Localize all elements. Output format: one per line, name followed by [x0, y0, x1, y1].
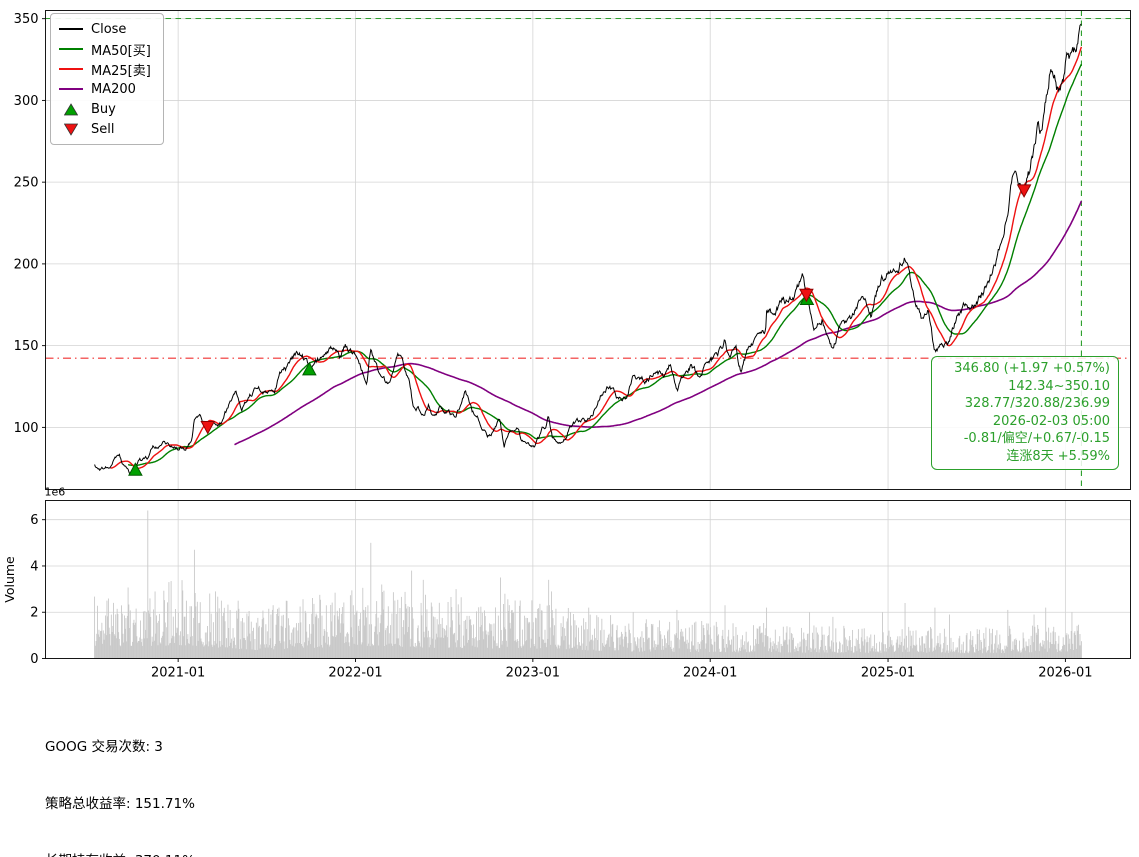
- legend-label-ma200: MA200: [91, 81, 136, 97]
- svg-text:300: 300: [14, 94, 39, 109]
- summary-trade-count: GOOG 交易次数: 3: [45, 739, 163, 755]
- annotation-line-6: 连涨8天 +5.59%: [1006, 448, 1110, 464]
- legend-item-close: Close: [59, 19, 151, 39]
- sell-marker: [200, 421, 216, 435]
- volume-axis-title: Volume: [2, 556, 17, 603]
- annotation-line-5: -0.81/偏空/+0.67/-0.15: [963, 431, 1110, 447]
- close-line-swatch: [59, 27, 83, 31]
- svg-text:150: 150: [14, 339, 39, 354]
- ma200-line: [234, 200, 1083, 446]
- svg-text:2023-01: 2023-01: [506, 666, 560, 681]
- volume-axes-frame: [45, 500, 1131, 659]
- legend-label-ma50: MA50[买]: [91, 43, 151, 59]
- legend-item-sell: Sell: [59, 119, 151, 139]
- svg-text:6: 6: [30, 513, 38, 528]
- gridlines: [45, 10, 1131, 659]
- legend-label-ma25: MA25[卖]: [91, 63, 151, 79]
- summary-strategy-return: 策略总收益率: 151.71%: [45, 796, 195, 812]
- buy-triangle-icon: [59, 102, 83, 116]
- legend-item-ma200: MA200: [59, 79, 151, 99]
- annotation-line-3: 328.77/320.88/236.99: [964, 396, 1110, 412]
- svg-text:4: 4: [30, 559, 38, 574]
- ma25-line-swatch: [59, 67, 83, 71]
- volume-scale-offset: 1e6: [45, 486, 66, 499]
- legend-label-sell: Sell: [91, 121, 115, 137]
- summary-buyhold-return: 长期持有收益: 370.11%: [45, 852, 545, 857]
- svg-text:250: 250: [14, 176, 39, 191]
- chart-canvas: 100 150 200 250 300 350 0 2 4 6 2021-01 2022-01 2023…: [2, 10, 1131, 681]
- buy-marker: [128, 462, 143, 476]
- annotation-line-1: 346.80 (+1.97 +0.57%): [954, 361, 1110, 376]
- legend-item-ma50: MA50[买]: [59, 39, 151, 59]
- svg-text:200: 200: [14, 257, 39, 272]
- legend-item-ma25: MA25[卖]: [59, 59, 151, 79]
- svg-text:2024-01: 2024-01: [683, 666, 737, 681]
- ma50-line-swatch: [59, 47, 83, 51]
- svg-text:350: 350: [14, 12, 39, 27]
- buy-marker: [302, 361, 317, 376]
- annotation-line-2: 142.34~350.10: [1008, 378, 1110, 394]
- svg-text:2: 2: [30, 606, 38, 621]
- svg-text:2021-01: 2021-01: [151, 666, 205, 681]
- ma200-line-swatch: [59, 87, 83, 91]
- svg-text:2026-01: 2026-01: [1038, 666, 1092, 681]
- price-volume-chart: 100 150 200 250 300 350 0 2 4 6 2021-01 2022-01 2023…: [2, 10, 1131, 681]
- svg-text:0: 0: [30, 652, 38, 667]
- trade-markers: [128, 184, 1032, 476]
- strategy-summary: GOOG 交易次数: 3 策略总收益率: 151.71% 长期持有收益: 370…: [45, 700, 545, 857]
- annotation-line-4: 2026-02-03 05:00: [992, 413, 1110, 429]
- sell-marker: [1016, 184, 1032, 198]
- chart-legend: Close MA50[买] MA25[卖] MA200 Buy Sell: [50, 13, 164, 145]
- sell-triangle-icon: [59, 123, 83, 136]
- svg-text:2025-01: 2025-01: [861, 666, 915, 681]
- legend-label-buy: Buy: [91, 101, 116, 117]
- svg-text:2022-01: 2022-01: [328, 666, 382, 681]
- legend-item-buy: Buy: [59, 99, 151, 119]
- sell-marker: [799, 288, 814, 303]
- close-line: [94, 23, 1082, 475]
- price-annotation-box: 346.80 (+1.97 +0.57%) 142.34~350.10 328.77…: [931, 356, 1119, 470]
- svg-text:100: 100: [14, 421, 39, 436]
- legend-label-close: Close: [91, 21, 127, 37]
- axis-labels: 100 150 200 250 300 350 0 2 4 6 2021-01 2022-01 2023…: [2, 12, 1093, 680]
- ma50-line: [128, 63, 1083, 467]
- volume-bars: [94, 510, 1082, 659]
- price-axes-frame: [45, 10, 1131, 490]
